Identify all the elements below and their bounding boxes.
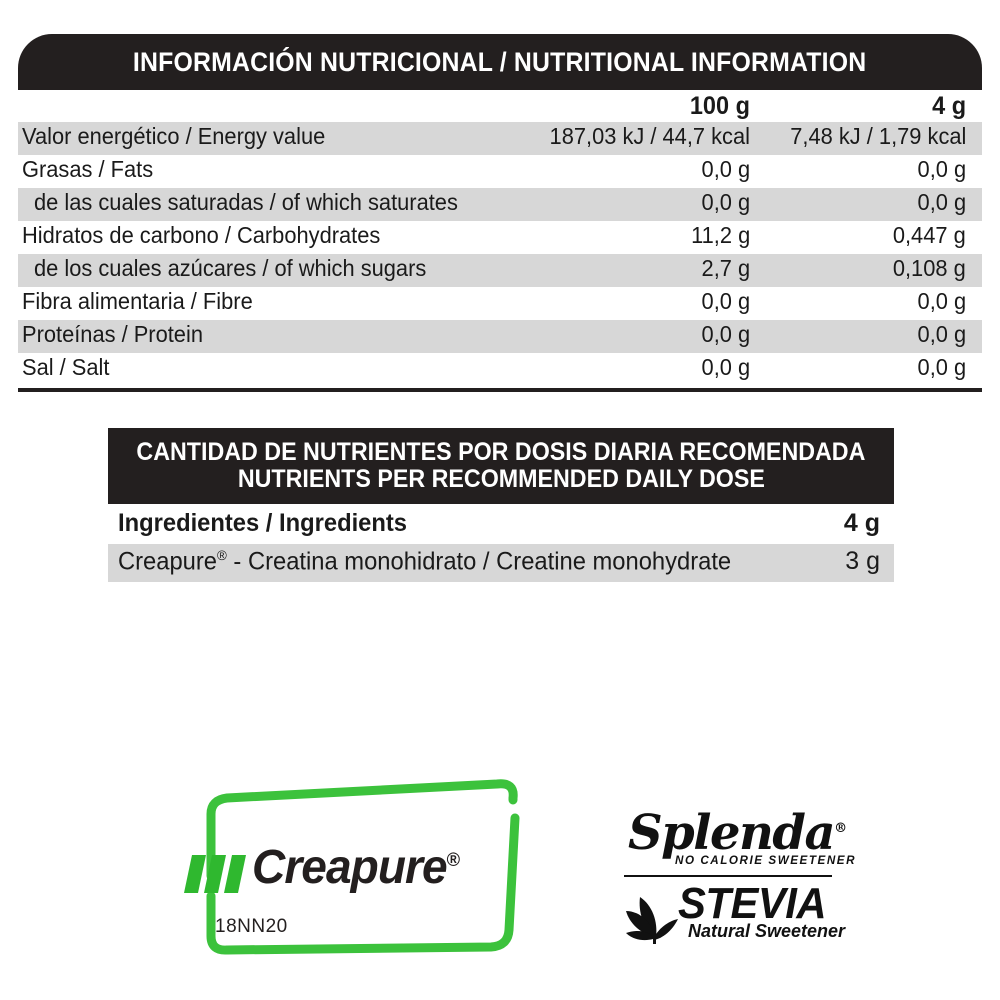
creapure-bars-icon [184,855,246,893]
nutrient-value-100g: 0,0 g [701,288,750,314]
nutrient-value-100g: 0,0 g [701,189,750,215]
table-bottom-divider [18,388,982,392]
nutrient-label: Grasas / Fats [22,156,154,182]
ingredient-amount: 3 g [845,547,880,575]
splenda-tagline: NO CALORIE SWEETENER [675,853,857,867]
stevia-tagline: Natural Sweetener [688,921,846,941]
nutrient-value-100g: 0,0 g [701,354,750,380]
creapure-logo: Creapure® 18NN20 [175,778,535,968]
creapure-wordmark: Creapure® [252,841,460,894]
ingredients-table: Ingredientes / Ingredients 4 g Creapure®… [108,506,894,582]
table-row: Sal / Salt 0,0 g 0,0 g [18,353,982,386]
table-row: Hidratos de carbono / Carbohydrates 11,2… [18,221,982,254]
creapure-batch-code: 18NN20 [215,916,288,937]
nutrition-header-title: INFORMACIÓN NUTRICIONAL / NUTRITIONAL IN… [133,46,867,77]
table-row: Valor energético / Energy value 187,03 k… [18,122,982,155]
nutrient-label: Valor energético / Energy value [22,123,326,149]
nutrient-value-4g: 0,108 g [893,255,966,281]
nutrient-label: de las cuales saturadas / of which satur… [34,189,458,215]
nutrient-label: de los cuales azúcares / of which sugars [34,255,427,281]
column-header-100g: 100 g [689,92,750,120]
nutrient-label: Hidratos de carbono / Carbohydrates [22,222,381,248]
ingredients-header-row: Ingredientes / Ingredients 4 g [108,506,894,544]
splenda-wordmark: Splenda® [628,805,847,861]
nutrition-column-headers: 100 g 4 g [18,92,982,122]
nutrient-value-4g: 0,0 g [917,288,966,314]
nutrient-label: Fibra alimentaria / Fibre [22,288,253,314]
nutrient-value-4g: 0,447 g [893,222,966,248]
table-row: de las cuales saturadas / of which satur… [18,188,982,221]
table-row: Proteínas / Protein 0,0 g 0,0 g [18,320,982,353]
nutrient-value-100g: 11,2 g [690,222,750,248]
table-row: Fibra alimentaria / Fibre 0,0 g 0,0 g [18,287,982,320]
stevia-wordmark: STEVIA [678,879,827,928]
nutrient-value-100g: 0,0 g [701,156,750,182]
nutrition-header-bar: INFORMACIÓN NUTRICIONAL / NUTRITIONAL IN… [18,34,982,90]
nutrient-value-4g: 7,48 kJ / 1,79 kcal [789,123,966,149]
ingredient-description: - Creatina monohidrato / Creatine monohy… [226,547,732,576]
daily-dose-header-bar: CANTIDAD DE NUTRIENTES POR DOSIS DIARIA … [108,428,894,504]
table-row: de los cuales azúcares / of which sugars… [18,254,982,287]
nutrient-value-4g: 0,0 g [917,156,966,182]
nutrient-value-100g: 2,7 g [701,255,750,281]
registered-icon: ® [217,547,227,563]
nutrient-value-4g: 0,0 g [917,321,966,347]
registered-icon: ® [834,821,847,836]
daily-dose-title-es: CANTIDAD DE NUTRIENTES POR DOSIS DIARIA … [136,438,866,466]
splenda-stevia-logo: Splenda® NO CALORIE SWEETENER STEVIA Nat… [620,805,855,955]
ingredients-header-value: 4 g [843,509,880,537]
table-row: Grasas / Fats 0,0 g 0,0 g [18,155,982,188]
nutrient-value-4g: 0,0 g [917,189,966,215]
splenda-divider [624,875,832,877]
daily-dose-title-en: NUTRIENTS PER RECOMMENDED DAILY DOSE [237,465,765,493]
creapure-frame-icon [206,779,520,955]
column-header-4g: 4 g [932,92,966,120]
ingredient-name: Creapure® - Creatina monohidrato / Creat… [118,547,731,576]
nutrient-value-100g: 0,0 g [701,321,750,347]
ingredient-row: Creapure® - Creatina monohidrato / Creat… [108,544,894,582]
ingredients-header-label: Ingredientes / Ingredients [118,509,408,537]
nutrient-label: Sal / Salt [22,354,110,380]
ingredient-brand: Creapure [118,547,218,576]
nutrition-table: 100 g 4 g Valor energético / Energy valu… [18,92,982,386]
stevia-leaf-icon [626,897,678,944]
registered-icon: ® [446,850,460,871]
nutrient-value-100g: 187,03 kJ / 44,7 kcal [549,123,750,149]
nutrient-value-4g: 0,0 g [917,354,966,380]
nutrient-label: Proteínas / Protein [22,321,203,347]
